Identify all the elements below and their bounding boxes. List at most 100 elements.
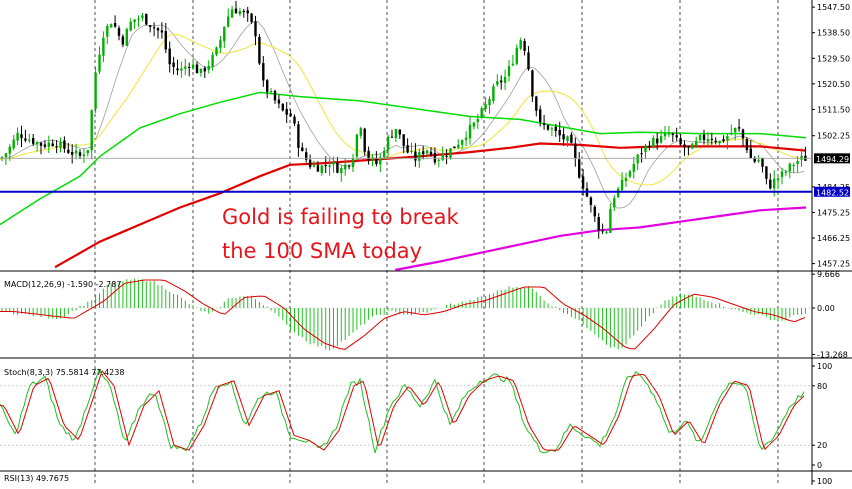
candle-body — [566, 136, 569, 142]
candle-body — [359, 128, 362, 136]
candle-body — [74, 150, 78, 154]
candle-body — [500, 80, 503, 83]
sma50-line — [0, 91, 807, 226]
candle-body — [347, 165, 351, 167]
candle-body — [160, 30, 164, 33]
candle-body — [714, 140, 717, 143]
candle-body — [269, 91, 273, 93]
candle-body — [788, 163, 791, 172]
candle-body — [156, 28, 160, 31]
candle-body — [211, 54, 214, 67]
candle-body — [168, 48, 171, 65]
annotation-line-1: Gold is failing to break — [222, 205, 460, 229]
candle-body — [67, 149, 70, 153]
candle-body — [515, 47, 518, 64]
stochastic-axis: 100 80 20 0 — [0, 362, 832, 470]
candle-body — [90, 110, 93, 151]
candle-body — [546, 125, 550, 130]
candle-body — [578, 159, 581, 178]
candle-body — [113, 23, 117, 27]
price-tick-label: 1538.50 — [817, 29, 850, 38]
candle-body — [129, 21, 132, 31]
macd-tick-label: 9.666 — [817, 270, 840, 279]
candle-body — [246, 10, 249, 14]
candle-body — [422, 151, 425, 154]
candle-body — [4, 153, 8, 158]
candle-body — [679, 138, 682, 145]
rsi-axis: 100 — [812, 477, 832, 486]
candle-body — [137, 18, 140, 20]
macd-panel: MACD(12,26,9) -1.590 -2.787 9.666 0.00 -13… — [0, 270, 848, 359]
candle-body — [82, 154, 86, 157]
candle-body — [230, 9, 234, 18]
candle-body — [398, 129, 401, 135]
candle-body — [652, 137, 655, 147]
macd-label: MACD(12,26,9) -1.590 -2.787 — [4, 280, 121, 289]
price-tick-label: 1529.50 — [817, 54, 850, 63]
candle-body — [722, 139, 725, 142]
price-tick-label: 1466.25 — [817, 234, 850, 243]
candle-body — [780, 171, 784, 178]
candle-body — [340, 168, 343, 174]
candle-body — [141, 15, 144, 18]
candle-body — [730, 132, 733, 135]
price-tick-label: 1547.50 — [817, 3, 850, 12]
candle-body — [102, 37, 105, 56]
candle-body — [133, 19, 136, 23]
candle-body — [258, 36, 261, 64]
candle-body — [203, 68, 206, 72]
candle-body — [308, 159, 312, 168]
candle-body — [250, 13, 253, 22]
candle-body — [297, 124, 300, 148]
price-tick-label: 1511.50 — [817, 105, 850, 114]
candle-body — [796, 161, 799, 164]
candle-body — [383, 150, 386, 158]
candle-body — [675, 135, 678, 138]
candle-body — [98, 54, 101, 72]
stochastic-signal-line — [0, 369, 805, 451]
candle-body — [449, 148, 452, 158]
candle-body — [765, 166, 768, 179]
price-tick-label: 1520.50 — [817, 80, 850, 89]
candle-body — [47, 142, 50, 147]
candle-body — [8, 146, 11, 154]
candle-body — [195, 64, 199, 74]
candle-body — [215, 47, 218, 55]
candle-body — [367, 150, 370, 160]
candle-body — [35, 142, 39, 145]
candle-body — [656, 138, 659, 144]
candle-body — [121, 36, 125, 45]
candle-body — [78, 152, 82, 156]
candle-body — [445, 155, 448, 157]
support-price-label: 1482.52 — [816, 188, 849, 197]
price-tick-label: 1457.25 — [817, 260, 850, 269]
candle-body — [480, 108, 483, 118]
candle-body — [305, 152, 308, 160]
candle-body — [199, 68, 203, 74]
candle-body — [94, 72, 97, 109]
candle-body — [761, 158, 764, 167]
current-price-tag: 1494.29 — [814, 153, 850, 164]
sma200-line — [394, 206, 807, 272]
candle-body — [581, 176, 585, 189]
candle-body — [562, 134, 565, 140]
stoch-tick-label: 100 — [817, 362, 832, 371]
candle-body — [219, 39, 222, 49]
candle-body — [437, 159, 440, 161]
candle-body — [332, 161, 335, 165]
candle-body — [773, 178, 776, 189]
candle-body — [706, 139, 710, 142]
candle-body — [484, 104, 487, 109]
candle-body — [593, 206, 596, 217]
candle-body — [503, 76, 507, 83]
stoch-tick-label: 20 — [817, 441, 827, 450]
candlesticks — [0, 0, 807, 239]
candle-body — [63, 140, 66, 149]
candle-body — [86, 150, 89, 154]
candle-body — [106, 25, 109, 37]
candle-body — [687, 146, 690, 148]
candle-body — [363, 128, 366, 152]
candle-body — [800, 155, 803, 160]
